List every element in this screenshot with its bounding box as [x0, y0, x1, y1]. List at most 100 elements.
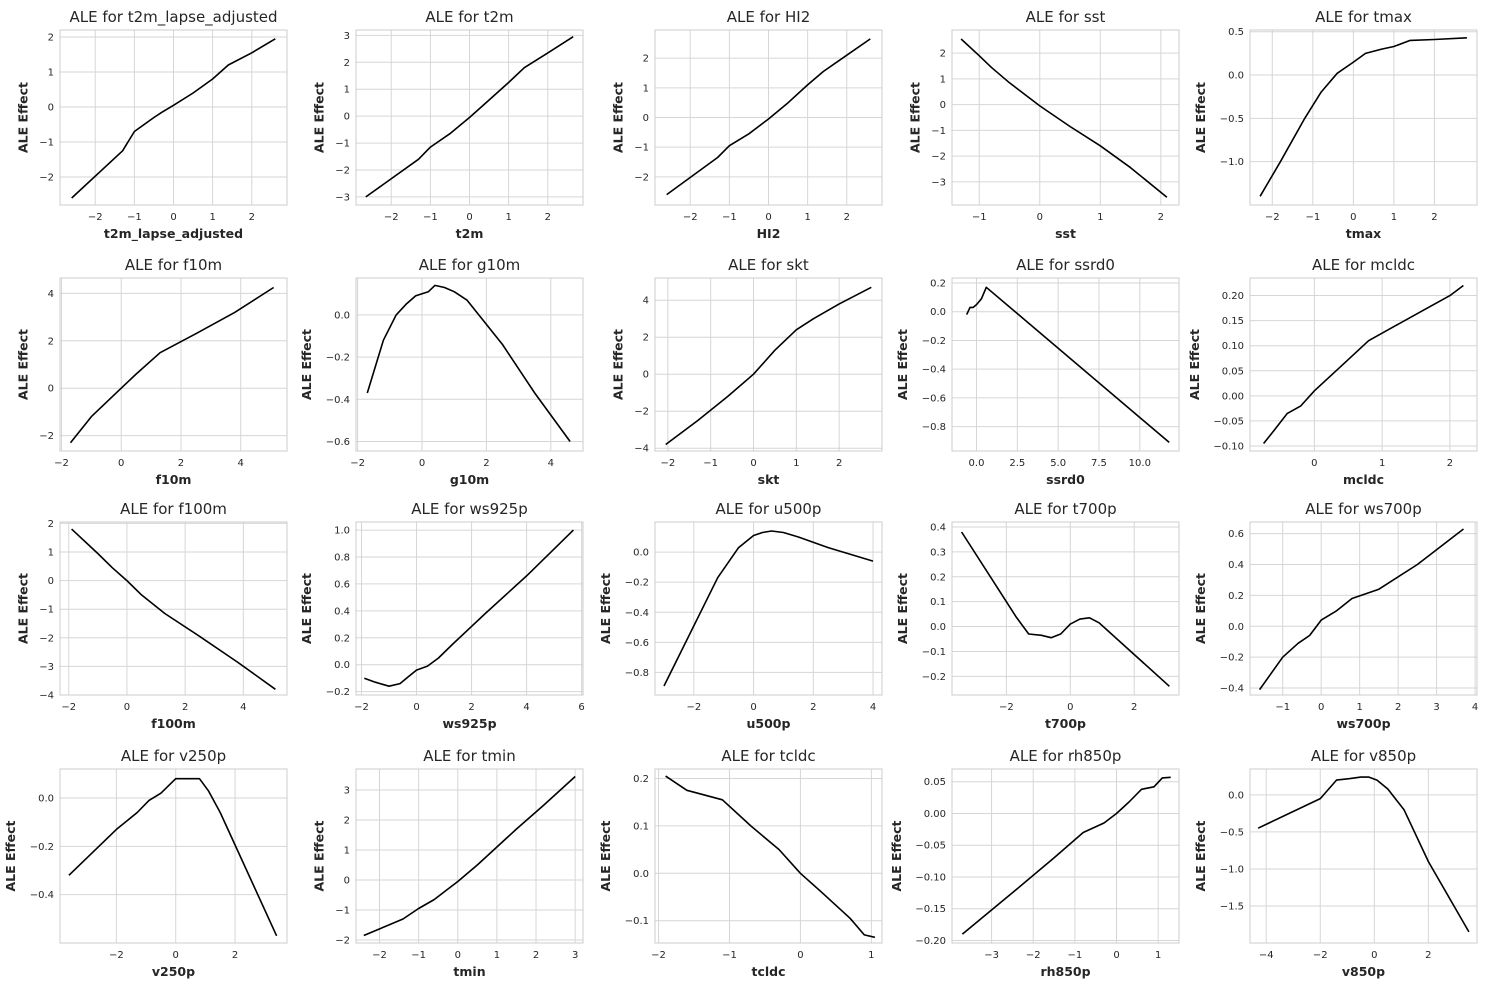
plot-frame [59, 521, 288, 696]
y-tick-label: −0.05 [1213, 416, 1244, 427]
x-tick-label: 2 [836, 458, 842, 469]
ale-panel: −2 0 2 −0.2 −0.1 0.0 0.1 0.2 0.3 0.4 ALE for t700p… [895, 500, 1180, 731]
x-tick-label: 1 [868, 950, 874, 961]
y-tick-label: 4 [48, 289, 54, 300]
ale-line [69, 286, 275, 444]
y-tick-label: 2 [48, 336, 54, 347]
y-tick-label: −0.10 [915, 872, 946, 883]
ale-line [1262, 284, 1464, 445]
x-axis-label: v850p [1342, 964, 1385, 979]
x-tick-label: −2 [384, 212, 399, 223]
x-tick-label: 4 [1472, 702, 1478, 713]
ale-panel: −2 −1 0 1 −0.1 0.0 0.1 0.2 ALE for tcldc tcldc ALE… [598, 747, 883, 979]
x-tick-label: 0 [1318, 702, 1324, 713]
y-axis-label: ALE Effect [895, 329, 910, 400]
plot-frame [1249, 521, 1478, 696]
x-tick-label: −1 [722, 212, 737, 223]
plot-frame [654, 768, 883, 944]
panel-title: ALE for f10m [125, 256, 222, 274]
y-tick-label: 0.4 [334, 606, 350, 617]
panel-title: ALE for v850p [1311, 747, 1416, 765]
panel-title: ALE for t2m_lapse_adjusted [69, 8, 277, 27]
y-tick-label: −2 [634, 407, 649, 418]
plot-frame [951, 521, 1180, 696]
x-tick-label: 1 [209, 212, 215, 223]
y-tick-label: 1 [643, 83, 649, 94]
x-tick-label: 1 [494, 950, 500, 961]
x-tick-label: 0 [1311, 458, 1317, 469]
y-tick-label: −1 [39, 605, 54, 616]
x-tick-label: −2 [660, 458, 675, 469]
ale-panel: −2 −1 0 1 2 −4 −2 0 2 4 ALE for skt skt ALE Effect [611, 256, 883, 487]
y-tick-label: −0.20 [915, 936, 946, 947]
ale-line [364, 529, 574, 688]
y-tick-label: −0.4 [30, 890, 54, 901]
x-tick-label: −1 [703, 458, 718, 469]
x-tick-label: −2 [1026, 950, 1041, 961]
ale-line [960, 38, 1168, 198]
y-tick-label: −0.8 [625, 668, 649, 679]
y-tick-label: 0.05 [924, 777, 946, 788]
y-tick-label: 0.0 [633, 548, 649, 559]
y-axis-label: ALE Effect [1193, 573, 1208, 644]
y-tick-label: −1.0 [1220, 157, 1244, 168]
x-tick-label: 2 [545, 212, 551, 223]
y-tick-label: −1 [335, 906, 350, 917]
ale-panel: −2 0 2 4 −4 −3 −2 −1 0 1 2 ALE for f100m f100m ALE Ef… [16, 500, 288, 731]
y-tick-label: 2 [48, 33, 54, 44]
x-tick-label: 4 [870, 702, 876, 713]
y-axis-label: ALE Effect [908, 82, 923, 153]
x-tick-label: 0 [455, 950, 461, 961]
x-axis-label: HI2 [757, 226, 781, 241]
x-tick-label: 4 [548, 458, 554, 469]
x-tick-label: −2 [61, 702, 76, 713]
x-tick-label: 2 [1425, 950, 1431, 961]
panel-title: ALE for skt [728, 256, 809, 274]
y-axis-label: ALE Effect [16, 573, 31, 644]
y-tick-label: −0.2 [922, 336, 946, 347]
x-axis-label: skt [758, 472, 780, 487]
y-tick-label: −2 [335, 166, 350, 177]
y-tick-label: −4 [39, 691, 54, 702]
x-tick-label: 1 [1097, 212, 1103, 223]
y-tick-label: 1 [48, 548, 54, 559]
y-axis-label: ALE Effect [611, 82, 626, 153]
y-tick-label: 0.2 [334, 633, 350, 644]
panel-title: ALE for g10m [419, 256, 520, 274]
ale-panel: 0.0 2.5 5.0 7.5 10.0 −0.8 −0.6 −0.4 −0.2 0.0 0.2 AL… [895, 256, 1180, 487]
x-tick-label: 0 [1067, 702, 1073, 713]
x-tick-label: −1 [423, 212, 438, 223]
x-axis-label: ssrd0 [1046, 472, 1085, 487]
y-tick-label: 0 [940, 100, 946, 111]
x-tick-label: 5.0 [1050, 458, 1066, 469]
ale-line [1257, 776, 1470, 933]
ale-line [665, 775, 876, 939]
plot-frame [951, 768, 1180, 944]
y-tick-label: −0.1 [625, 916, 649, 927]
y-axis-label: ALE Effect [1187, 329, 1202, 400]
x-tick-label: −1 [1305, 212, 1320, 223]
plot-frame [1249, 277, 1478, 452]
y-tick-label: 0.4 [1228, 560, 1244, 571]
y-tick-label: 0.2 [633, 774, 649, 785]
y-tick-label: 0.15 [1222, 316, 1244, 327]
ale-panel: −1 0 1 2 3 4 −0.4 −0.2 0.0 0.2 0.4 0.6 ALE for ws700… [1193, 500, 1478, 731]
x-axis-label: f100m [151, 716, 196, 731]
plot-frame [59, 768, 288, 944]
y-tick-label: −0.2 [326, 353, 350, 364]
y-tick-label: −1.0 [1220, 864, 1244, 875]
y-tick-label: 2 [344, 58, 350, 69]
ale-line [960, 531, 1170, 687]
x-tick-label: 3 [1433, 702, 1439, 713]
y-tick-label: 0.2 [930, 572, 946, 583]
y-tick-label: −0.2 [922, 672, 946, 683]
y-tick-label: −2 [39, 633, 54, 644]
ale-panel: −1 0 1 2 −3 −2 −1 0 1 2 ALE for sst sst ALE Effect [908, 8, 1180, 241]
y-tick-label: −0.6 [922, 393, 946, 404]
x-axis-label: sst [1055, 226, 1076, 241]
ale-line [71, 528, 276, 690]
x-tick-label: −2 [999, 702, 1014, 713]
panel-title: ALE for v250p [121, 747, 226, 765]
y-tick-label: 0.1 [633, 821, 649, 832]
y-tick-label: −0.4 [625, 608, 649, 619]
